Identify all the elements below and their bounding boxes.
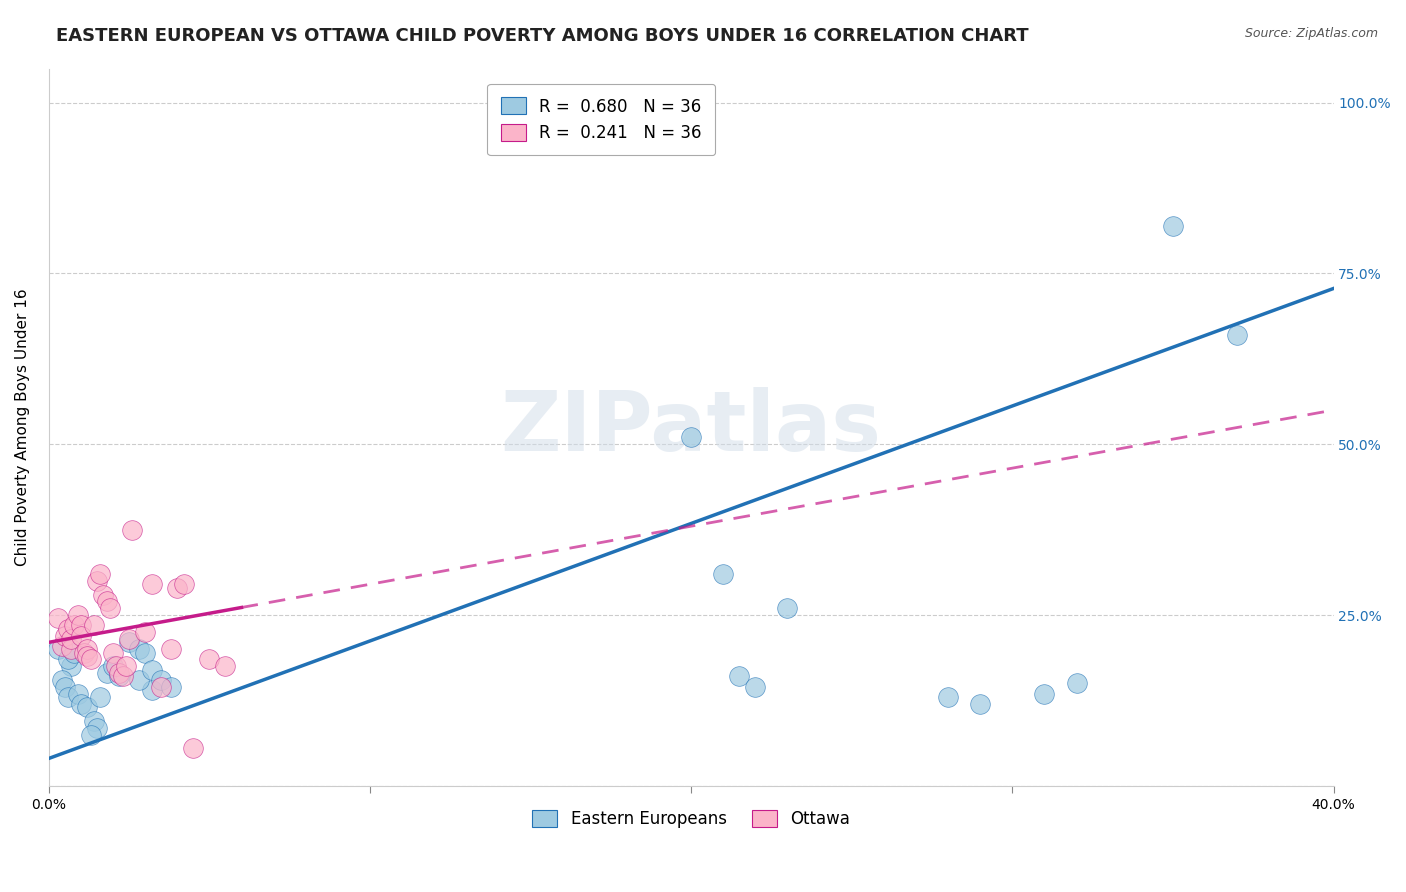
Point	[70, 697, 93, 711]
Point	[141, 577, 163, 591]
Point	[1161, 219, 1184, 233]
Point	[969, 697, 991, 711]
Point	[66, 687, 89, 701]
Point	[1066, 676, 1088, 690]
Point	[76, 648, 98, 663]
Y-axis label: Child Poverty Among Boys Under 16: Child Poverty Among Boys Under 16	[15, 288, 30, 566]
Point	[1033, 687, 1056, 701]
Point	[76, 642, 98, 657]
Point	[159, 680, 181, 694]
Point	[53, 628, 76, 642]
Point	[96, 666, 118, 681]
Point	[86, 574, 108, 588]
Point	[48, 611, 70, 625]
Point	[214, 659, 236, 673]
Point	[51, 639, 73, 653]
Point	[150, 673, 173, 687]
Point	[181, 741, 204, 756]
Point	[134, 646, 156, 660]
Point	[198, 652, 221, 666]
Point	[56, 652, 79, 666]
Point	[150, 680, 173, 694]
Point	[128, 642, 150, 657]
Point	[744, 680, 766, 694]
Point	[56, 622, 79, 636]
Point	[728, 669, 751, 683]
Point	[711, 567, 734, 582]
Point	[96, 594, 118, 608]
Point	[79, 727, 101, 741]
Point	[1226, 327, 1249, 342]
Point	[141, 683, 163, 698]
Point	[173, 577, 195, 591]
Point	[83, 714, 105, 728]
Point	[121, 523, 143, 537]
Point	[141, 663, 163, 677]
Point	[76, 700, 98, 714]
Point	[63, 618, 86, 632]
Point	[134, 625, 156, 640]
Point	[70, 628, 93, 642]
Point	[128, 673, 150, 687]
Point	[70, 618, 93, 632]
Point	[114, 659, 136, 673]
Point	[53, 680, 76, 694]
Point	[108, 669, 131, 683]
Point	[98, 601, 121, 615]
Point	[60, 659, 83, 673]
Point	[776, 601, 799, 615]
Point	[89, 690, 111, 704]
Point	[56, 690, 79, 704]
Point	[105, 659, 128, 673]
Text: ZIPatlas: ZIPatlas	[501, 386, 882, 467]
Point	[108, 666, 131, 681]
Point	[63, 646, 86, 660]
Point	[166, 581, 188, 595]
Text: Source: ZipAtlas.com: Source: ZipAtlas.com	[1244, 27, 1378, 40]
Point	[93, 587, 115, 601]
Point	[159, 642, 181, 657]
Point	[89, 567, 111, 582]
Point	[681, 430, 703, 444]
Point	[48, 642, 70, 657]
Point	[936, 690, 959, 704]
Text: EASTERN EUROPEAN VS OTTAWA CHILD POVERTY AMONG BOYS UNDER 16 CORRELATION CHART: EASTERN EUROPEAN VS OTTAWA CHILD POVERTY…	[56, 27, 1029, 45]
Point	[60, 642, 83, 657]
Legend: Eastern Europeans, Ottawa: Eastern Europeans, Ottawa	[526, 804, 856, 835]
Point	[79, 652, 101, 666]
Point	[118, 635, 141, 649]
Point	[60, 632, 83, 646]
Point	[118, 632, 141, 646]
Point	[86, 721, 108, 735]
Point	[51, 673, 73, 687]
Point	[101, 646, 124, 660]
Point	[73, 646, 96, 660]
Point	[101, 659, 124, 673]
Point	[66, 607, 89, 622]
Point	[111, 669, 134, 683]
Point	[83, 618, 105, 632]
